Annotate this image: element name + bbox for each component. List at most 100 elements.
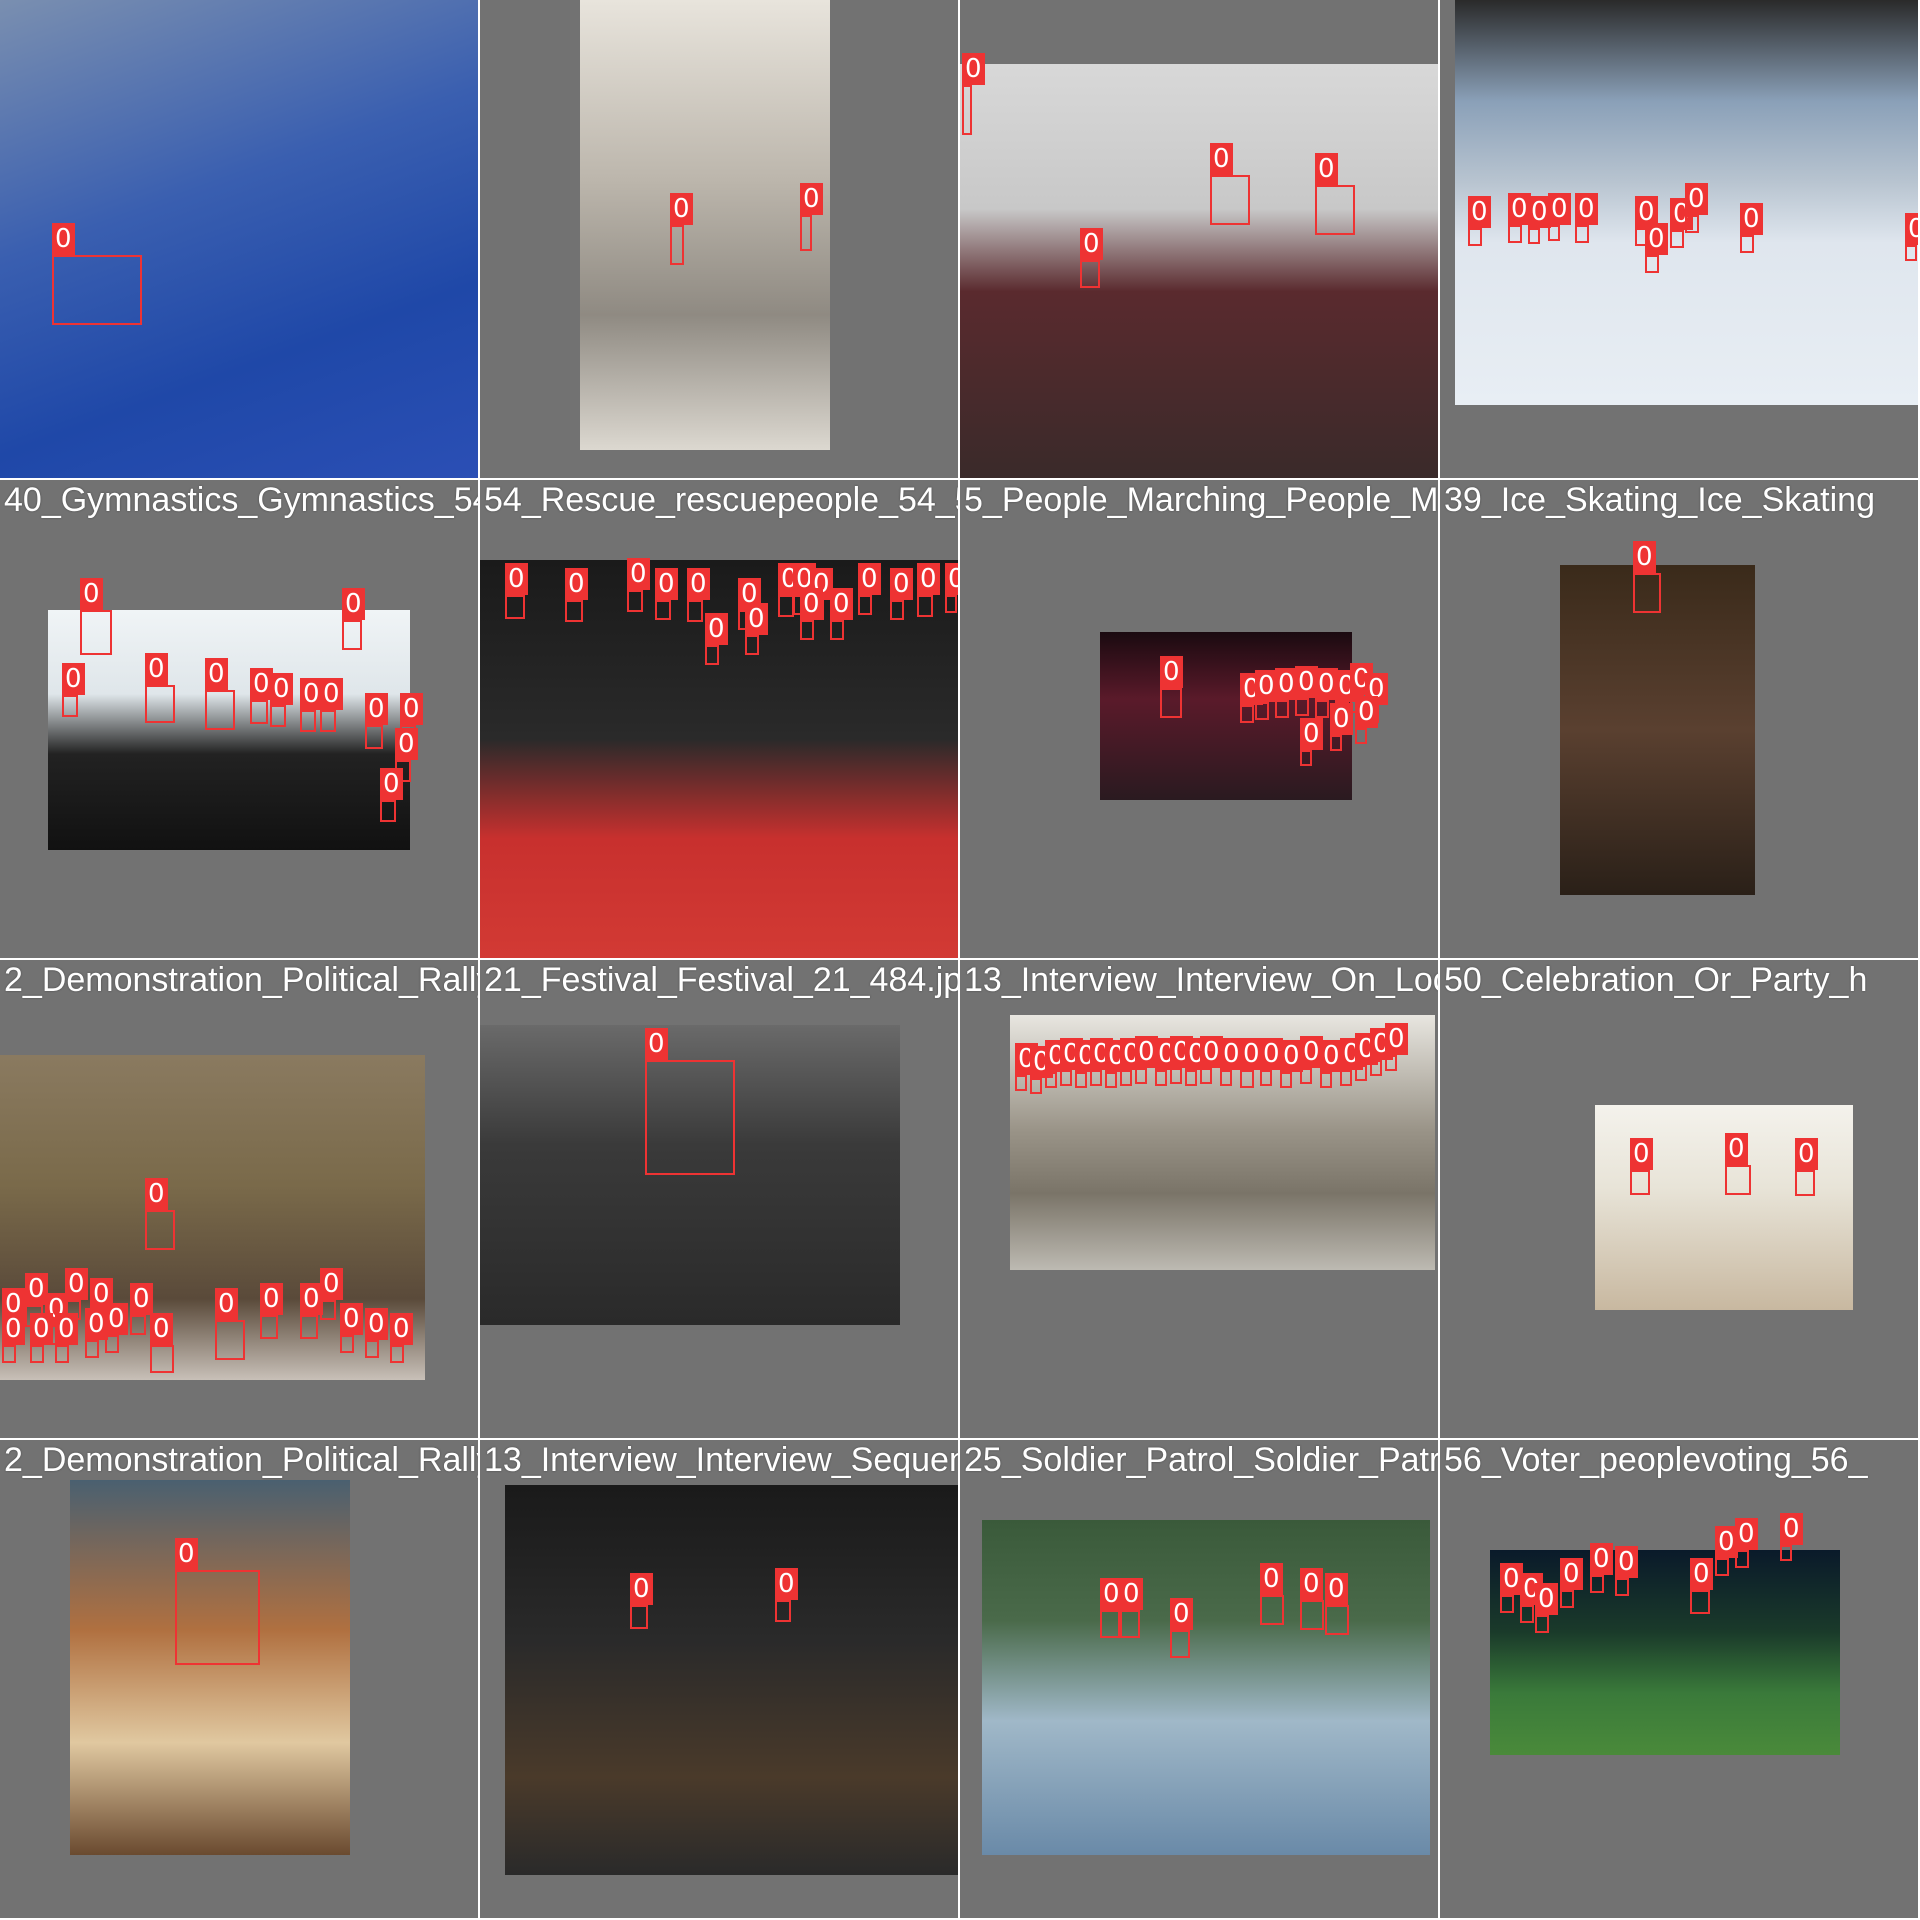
detection-label: 0 — [25, 1273, 48, 1305]
detection-label: 0 — [300, 1283, 323, 1315]
detection-label: 0 — [1260, 1038, 1283, 1070]
detection-label: 0 — [1645, 223, 1668, 255]
face-detection-box — [1715, 1558, 1729, 1576]
detection-label: 0 — [105, 1303, 128, 1335]
face-detection-box — [1220, 1070, 1232, 1086]
face-detection-box — [1520, 1605, 1534, 1623]
tile-photo — [70, 1480, 350, 1855]
face-detection-box — [1075, 1072, 1087, 1088]
tile-caption: 56_Voter_peoplevoting_56_ — [1444, 1441, 1868, 1479]
face-detection-box — [1355, 728, 1367, 744]
face-detection-box — [300, 1315, 318, 1339]
detection-label: 0 — [890, 568, 913, 600]
face-detection-box — [1315, 700, 1329, 718]
detection-label: 0 — [1740, 203, 1763, 235]
mosaic-tile: 0 0 0 0 0 0 0 0 0 0 56_Voter_peoplevoting_56_ — [1440, 1440, 1918, 1918]
tile-caption: 5_People_Marching_People_Marching_2_392.… — [964, 481, 1438, 519]
face-detection-box — [175, 1570, 260, 1665]
face-detection-box — [215, 1320, 245, 1360]
detection-label: 0 — [215, 1288, 238, 1320]
face-detection-box — [2, 1345, 16, 1363]
detection-label: 0 — [65, 1268, 88, 1300]
mosaic-tile: 0000000000005_People_Marching_People_Mar… — [960, 480, 1438, 958]
detection-label: 0 — [80, 578, 103, 610]
face-detection-box — [1508, 225, 1522, 243]
face-detection-box — [320, 1300, 336, 1320]
tile-caption: 2_Demonstration_Political_Rally_2_787.jp… — [4, 961, 478, 999]
detection-label: 0 — [1275, 668, 1298, 700]
face-detection-box — [390, 1345, 404, 1363]
face-detection-box — [145, 685, 175, 723]
detection-label: 0 — [30, 1313, 53, 1345]
detection-label: 0 — [745, 603, 768, 635]
face-detection-box — [1170, 1630, 1190, 1658]
detection-label: 0 — [705, 613, 728, 645]
detection-label: 0 — [2, 1288, 25, 1320]
detection-label: 0 — [738, 578, 761, 610]
detection-label: 0 — [962, 53, 985, 85]
face-detection-box — [1080, 260, 1100, 288]
face-detection-box — [1633, 573, 1661, 613]
face-detection-box — [1105, 1072, 1117, 1088]
detection-label: 0 — [775, 1568, 798, 1600]
tile-caption: 13_Interview_Interview_On_Location_13_75 — [964, 961, 1438, 999]
face-detection-box — [1170, 1068, 1182, 1084]
face-detection-box — [250, 700, 268, 724]
detection-label: 0 — [145, 1178, 168, 1210]
face-detection-box — [1725, 1165, 1751, 1195]
tile-caption: 40_Gymnastics_Gymnastics_540_433.jpg — [4, 481, 478, 519]
detection-label: 0 — [1528, 196, 1551, 228]
mosaic-tile: 0 — [0, 0, 478, 478]
detection-label: 0 — [205, 658, 228, 690]
detection-label: 0 — [320, 678, 343, 710]
detection-label: 0 — [505, 563, 528, 595]
tile-photo — [982, 1520, 1430, 1855]
detection-label: 0 — [1120, 1578, 1143, 1610]
detection-label: 0 — [1780, 1513, 1803, 1545]
detection-label: 0 — [340, 1303, 363, 1335]
face-detection-box — [687, 600, 703, 622]
face-detection-box — [1240, 1070, 1254, 1088]
detection-label: 0 — [342, 588, 365, 620]
face-detection-box — [1560, 1590, 1574, 1608]
face-detection-box — [1185, 1070, 1197, 1086]
mosaic-tile: 0 0 0 0 0 0 0 0 0 0 0 0 0 0 0 0 0 0 0 0 2_Demonstration_Poli… — [0, 960, 478, 1438]
detection-label: 0 — [1630, 1138, 1653, 1170]
detection-label: 0 — [1735, 1518, 1758, 1550]
face-detection-box — [1275, 700, 1289, 718]
face-detection-box — [1100, 1610, 1120, 1638]
face-detection-box — [565, 600, 583, 622]
tile-photo — [0, 0, 478, 478]
face-detection-box — [670, 225, 684, 265]
tile-caption: 2_Demonstration_Political_Rally_2_556.jp… — [4, 1441, 478, 1479]
face-detection-box — [260, 1315, 278, 1339]
face-detection-box — [1340, 1070, 1352, 1086]
face-detection-box — [1015, 1075, 1027, 1091]
detection-label: 0 — [55, 1313, 78, 1345]
face-detection-box — [1528, 228, 1540, 244]
face-detection-box — [1315, 185, 1355, 235]
face-detection-box — [1240, 705, 1254, 723]
detection-label: 0 — [250, 668, 273, 700]
face-detection-box — [945, 595, 957, 613]
detection-label: 0 — [1160, 656, 1183, 688]
face-detection-box — [1255, 702, 1269, 720]
detection-label: 0 — [1615, 1546, 1638, 1578]
face-detection-box — [1685, 215, 1699, 233]
face-detection-box — [340, 1335, 354, 1353]
face-detection-box — [342, 620, 362, 650]
detection-label: 0 — [1300, 718, 1323, 750]
detection-label: 0 — [90, 1278, 113, 1310]
face-detection-box — [1330, 735, 1342, 751]
face-detection-box — [1090, 1070, 1102, 1086]
face-detection-box — [145, 1210, 175, 1250]
tile-photo — [1560, 565, 1755, 895]
detection-label: 0 — [400, 693, 423, 725]
detection-label: 0 — [1355, 696, 1378, 728]
detection-label: 0 — [1280, 1040, 1303, 1072]
face-detection-box — [80, 610, 112, 655]
face-detection-box — [1575, 225, 1589, 243]
detection-label: 0 — [320, 1268, 343, 1300]
face-detection-box — [775, 1600, 791, 1622]
